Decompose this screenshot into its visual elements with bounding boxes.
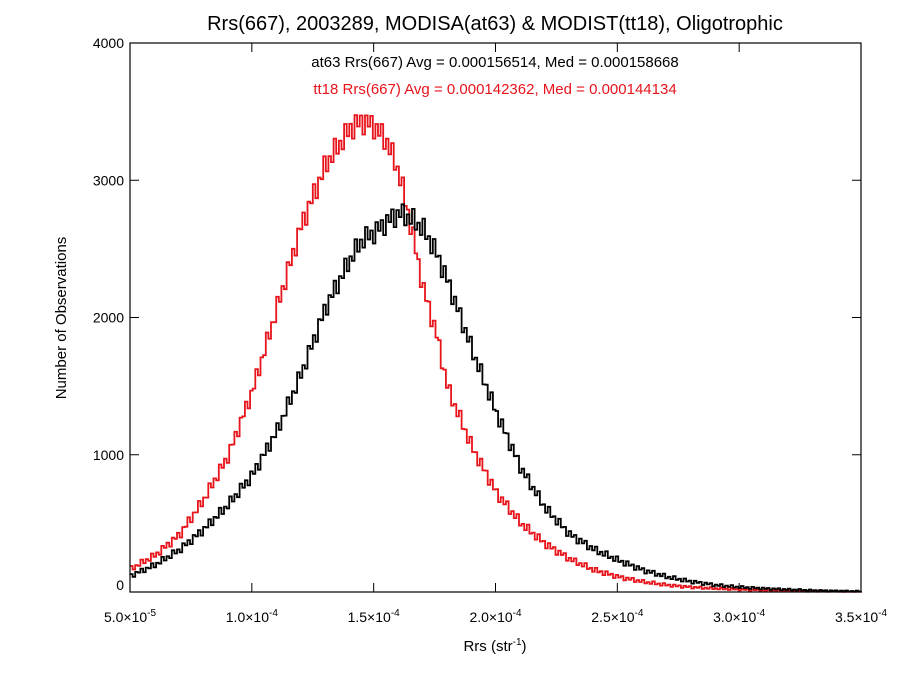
x-axis-label-sup: -1 — [513, 637, 522, 648]
x-tick-mantissa: 1.0×10 — [226, 609, 269, 625]
x-tick-mantissa: 2.0×10 — [469, 609, 512, 625]
series-tt18-line — [130, 114, 862, 593]
y-tick-label: 0 — [116, 577, 124, 593]
y-axis-label: Number of Observations — [53, 237, 70, 400]
axis-ticks — [129, 42, 862, 593]
x-axis-label: Rrs (str-1) — [463, 637, 526, 655]
x-axis-label-suffix: ) — [522, 638, 527, 655]
x-tick-labels: 5.0×10-5 1.0×10-4 1.5×10-4 2.0×10-4 2.5×10-4… — [104, 608, 888, 625]
x-tick-label: 3.5×10-4 — [835, 608, 888, 625]
y-tick-label: 3000 — [93, 172, 124, 188]
x-tick-label: 1.0×10-4 — [226, 608, 279, 625]
x-tick-exponent: -4 — [756, 608, 765, 619]
x-tick-mantissa: 3.0×10 — [713, 609, 756, 625]
x-tick-exponent: -4 — [513, 608, 522, 619]
chart-title: Rrs(667), 2003289, MODISA(at63) & MODIST… — [207, 13, 783, 35]
series-layer — [130, 114, 862, 593]
x-axis-label-main: Rrs (str — [463, 638, 512, 655]
annotation-tt18: tt18 Rrs(667) Avg = 0.000142362, Med = 0… — [313, 81, 676, 98]
x-tick-mantissa: 5.0×10 — [104, 609, 147, 625]
y-tick-label: 1000 — [93, 447, 124, 463]
x-tick-label: 2.5×10-4 — [591, 608, 644, 625]
x-tick-label: 5.0×10-5 — [104, 608, 157, 625]
x-tick-label: 3.0×10-4 — [713, 608, 766, 625]
x-tick-mantissa: 1.5×10 — [348, 609, 391, 625]
x-tick-exponent: -4 — [878, 608, 887, 619]
x-tick-label: 1.5×10-4 — [348, 608, 401, 625]
x-tick-exponent: -4 — [634, 608, 643, 619]
annotation-at63: at63 Rrs(667) Avg = 0.000156514, Med = 0… — [311, 54, 679, 71]
plot-frame — [129, 42, 862, 593]
y-tick-label: 2000 — [93, 310, 124, 326]
x-tick-mantissa: 3.5×10 — [835, 609, 878, 625]
x-tick-exponent: -4 — [391, 608, 400, 619]
x-tick-exponent: -5 — [147, 608, 156, 619]
y-tick-labels: 0 1000 2000 3000 4000 — [93, 35, 124, 593]
x-tick-exponent: -4 — [269, 608, 278, 619]
y-tick-label: 4000 — [93, 35, 124, 51]
x-tick-mantissa: 2.5×10 — [591, 609, 634, 625]
series-at63-line — [130, 203, 862, 593]
x-tick-label: 2.0×10-4 — [469, 608, 522, 625]
